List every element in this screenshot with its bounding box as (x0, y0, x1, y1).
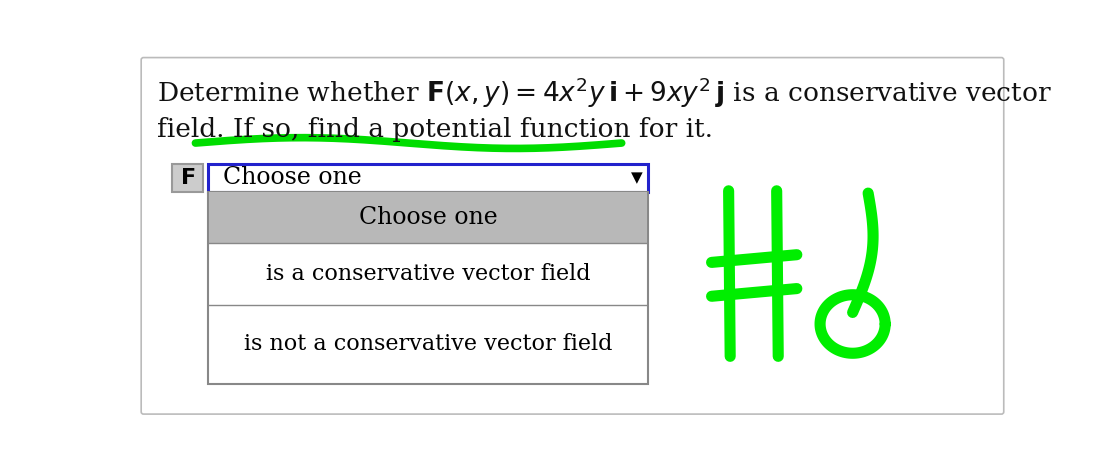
Text: Choose one: Choose one (223, 166, 362, 189)
Text: is not a conservative vector field: is not a conservative vector field (244, 333, 612, 355)
Text: Determine whether $\mathbf{F}(x, y) = 4x^2y\,\mathbf{i} + 9xy^2\,\mathbf{j}$ is : Determine whether $\mathbf{F}(x, y) = 4x… (156, 76, 1051, 110)
FancyBboxPatch shape (141, 57, 1004, 414)
Bar (209, 192, 647, 243)
Text: Choose one: Choose one (359, 206, 497, 229)
Text: $\mathbf{F}$: $\mathbf{F}$ (180, 167, 195, 189)
Text: field. If so, find a potential function for it.: field. If so, find a potential function … (156, 118, 713, 142)
Bar (172, 164, 203, 191)
Bar (208, 164, 648, 191)
Text: is a conservative vector field: is a conservative vector field (266, 263, 590, 285)
Bar (208, 191, 648, 384)
Text: ▼: ▼ (631, 170, 643, 185)
